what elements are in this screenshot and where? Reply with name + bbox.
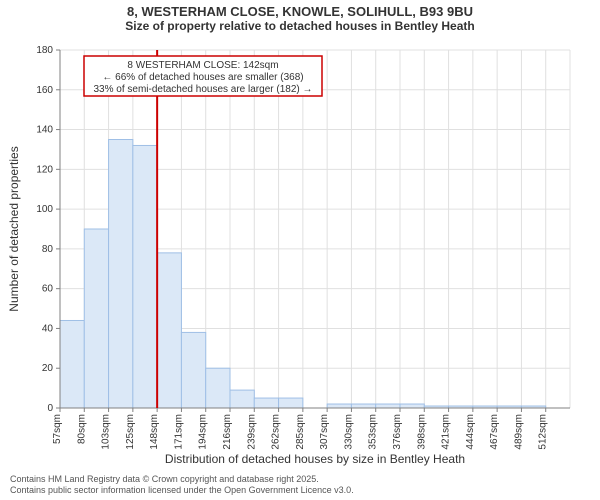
x-tick-label: 148sqm bbox=[149, 414, 160, 450]
x-tick-label: 467sqm bbox=[489, 414, 500, 450]
y-tick-label: 20 bbox=[42, 363, 54, 374]
histogram-bar bbox=[400, 404, 424, 408]
x-tick-label: 239sqm bbox=[246, 414, 257, 450]
histogram-bar bbox=[327, 404, 351, 408]
x-tick-label: 80sqm bbox=[76, 414, 87, 444]
histogram-bar bbox=[254, 398, 278, 408]
y-tick-label: 60 bbox=[42, 284, 54, 295]
footer-line-2: Contains public sector information licen… bbox=[10, 485, 354, 496]
x-tick-label: 125sqm bbox=[125, 414, 136, 450]
x-tick-label: 307sqm bbox=[319, 414, 330, 450]
x-tick-label: 216sqm bbox=[222, 414, 233, 450]
footer-line-1: Contains HM Land Registry data © Crown c… bbox=[10, 474, 354, 485]
x-tick-label: 398sqm bbox=[416, 414, 427, 450]
footer-attribution: Contains HM Land Registry data © Crown c… bbox=[10, 474, 354, 496]
histogram-bar bbox=[230, 390, 254, 408]
y-tick-label: 120 bbox=[36, 164, 53, 175]
histogram-bar bbox=[279, 398, 303, 408]
histogram-bar bbox=[84, 229, 108, 408]
histogram-bar bbox=[109, 140, 133, 409]
y-tick-label: 40 bbox=[42, 323, 54, 334]
x-tick-label: 444sqm bbox=[465, 414, 476, 450]
y-tick-label: 140 bbox=[36, 125, 53, 136]
histogram-bar bbox=[133, 145, 157, 408]
x-tick-label: 57sqm bbox=[52, 414, 63, 444]
x-tick-label: 512sqm bbox=[538, 414, 549, 450]
x-tick-label: 489sqm bbox=[513, 414, 524, 450]
histogram-bar bbox=[60, 320, 84, 408]
x-tick-label: 194sqm bbox=[198, 414, 209, 450]
y-tick-label: 100 bbox=[36, 204, 53, 215]
y-axis-title: Number of detached properties bbox=[7, 146, 21, 311]
x-tick-label: 353sqm bbox=[368, 414, 379, 450]
x-tick-label: 171sqm bbox=[173, 414, 184, 450]
histogram-bar bbox=[206, 368, 230, 408]
annotation-line: 8 WESTERHAM CLOSE: 142sqm bbox=[127, 60, 278, 71]
y-tick-label: 160 bbox=[36, 85, 53, 96]
histogram-chart: 0 20 40 60 80 100 120 140 160 180 57sqm 80sqm 103sqm… bbox=[0, 0, 600, 500]
histogram-bar bbox=[376, 404, 400, 408]
annotation-line: ← 66% of detached houses are smaller (36… bbox=[102, 72, 303, 83]
histogram-bar bbox=[351, 404, 375, 408]
y-tick-label: 180 bbox=[36, 45, 53, 56]
y-tick-label: 0 bbox=[47, 403, 53, 414]
histogram-bar bbox=[157, 253, 181, 408]
x-tick-label: 285sqm bbox=[295, 414, 306, 450]
histogram-bar bbox=[181, 332, 205, 408]
x-tick-label: 421sqm bbox=[441, 414, 452, 450]
x-tick-label: 103sqm bbox=[101, 414, 112, 450]
x-axis-title: Distribution of detached houses by size … bbox=[165, 452, 465, 466]
x-tick-label: 262sqm bbox=[271, 414, 282, 450]
annotation-line: 33% of semi-detached houses are larger (… bbox=[93, 84, 312, 95]
x-tick-label: 376sqm bbox=[392, 414, 403, 450]
y-tick-label: 80 bbox=[42, 244, 54, 255]
x-tick-label: 330sqm bbox=[343, 414, 354, 450]
